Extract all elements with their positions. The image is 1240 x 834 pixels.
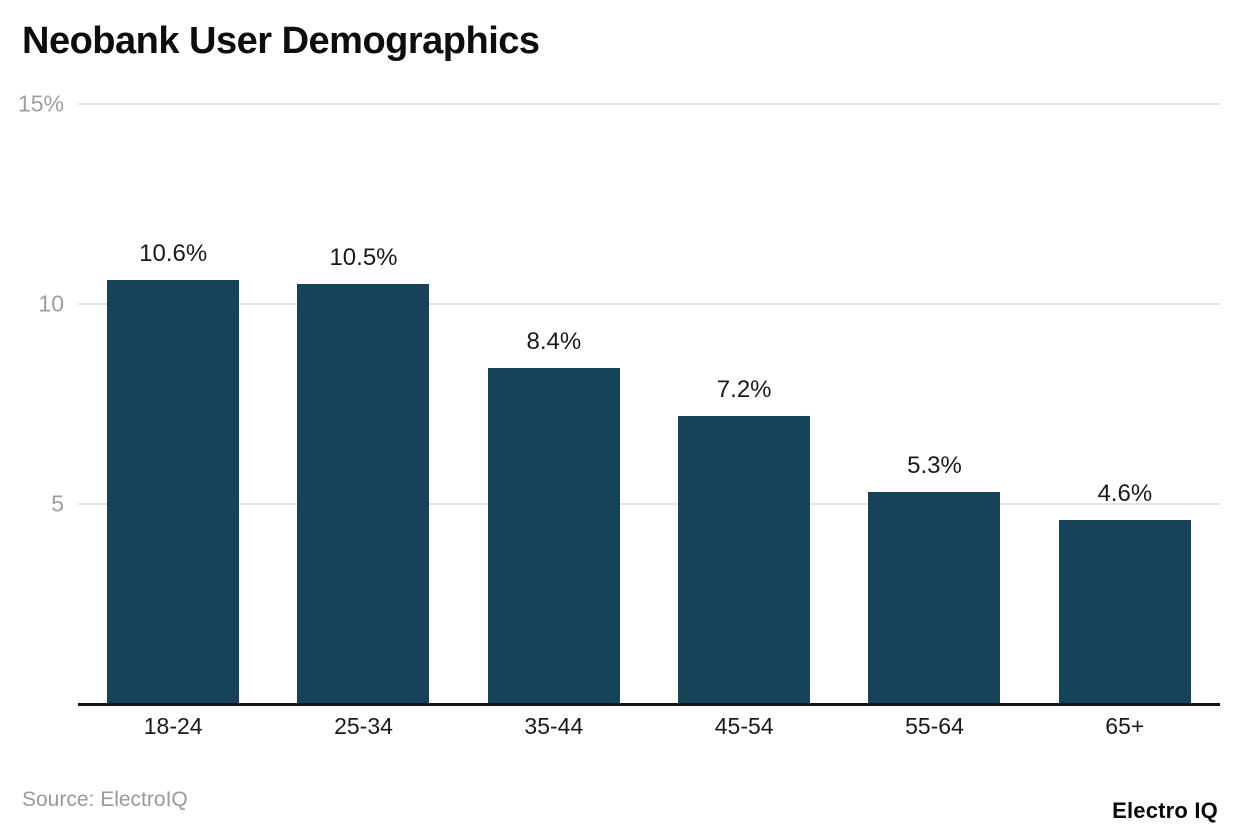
x-axis-labels: 18-24 25-34 35-44 45-54 55-64 65+ xyxy=(78,713,1220,740)
bar-25-34 xyxy=(297,284,430,704)
y-tick-label-5: 5 xyxy=(51,490,64,517)
bar-value-label: 7.2% xyxy=(716,376,772,403)
bar-45-54 xyxy=(678,416,811,704)
x-tick-label-65+: 65+ xyxy=(1105,713,1145,739)
bar-35-44 xyxy=(487,368,620,704)
bar-value-label: 10.5% xyxy=(329,244,398,271)
gridline-5 xyxy=(78,502,1220,505)
bar-group-25-34: 10.5% xyxy=(268,104,458,704)
x-tick-label-25-34: 25-34 xyxy=(334,713,393,739)
bar-group-35-44: 8.4% xyxy=(459,104,649,704)
x-tick-label-35-44: 35-44 xyxy=(524,713,584,739)
bar-group-55-64: 5.3% xyxy=(839,104,1029,704)
bar-18-24 xyxy=(107,280,240,704)
x-tick-label-18-24: 18-24 xyxy=(143,713,203,739)
chart-title: Neobank User Demographics xyxy=(22,20,540,62)
bar-group-65+: 4.6% xyxy=(1030,104,1220,704)
bar-group-18-24: 10.6% xyxy=(78,104,268,704)
y-axis: 15% 10 5 xyxy=(0,91,64,704)
y-tick-label-10: 10 xyxy=(38,290,64,317)
x-tick-label-55-64: 55-64 xyxy=(905,713,964,739)
bar-value-label: 4.6% xyxy=(1097,480,1153,507)
brand-logo: Electro IQ xyxy=(1112,798,1218,823)
bar-value-label: 8.4% xyxy=(526,328,582,355)
gridline-15 xyxy=(78,103,1220,105)
y-tick-label-15: 15% xyxy=(17,90,64,117)
bar-65+ xyxy=(1058,520,1191,704)
x-axis-line xyxy=(78,703,1220,706)
source-note: Source: ElectroIQ xyxy=(22,788,188,811)
bar-value-label: 10.6% xyxy=(139,240,208,267)
bar-value-label: 5.3% xyxy=(907,452,962,479)
bars-row: 10.6% 10.5% 8.4% 7.2% 5.3% 4.6% xyxy=(78,104,1220,704)
bar-group-45-54: 7.2% xyxy=(649,104,839,704)
bar-55-64 xyxy=(868,492,1001,704)
plot-area: 10.6% 10.5% 8.4% 7.2% 5.3% 4.6% xyxy=(78,103,1220,706)
gridline-10 xyxy=(78,302,1220,305)
x-tick-label-45-54: 45-54 xyxy=(714,713,774,739)
